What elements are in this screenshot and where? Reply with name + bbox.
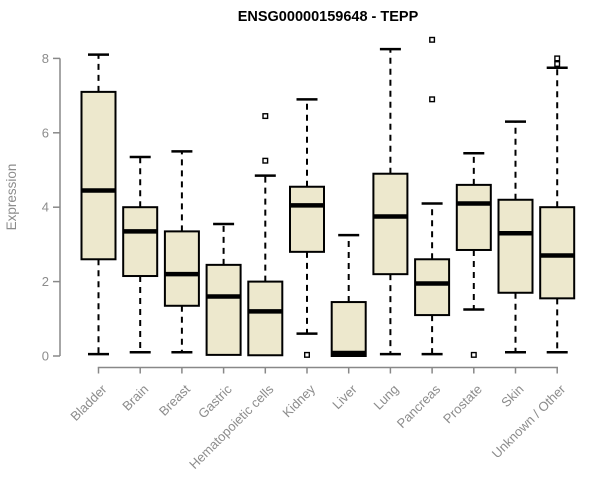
- x-tick-label: Bladder: [67, 381, 110, 424]
- x-tick-label: Breast: [156, 381, 193, 418]
- y-tick-label: 4: [42, 200, 49, 215]
- iqr-box: [163, 230, 200, 307]
- boxplot-group: [497, 120, 534, 354]
- boxplot-group: [122, 155, 159, 354]
- y-tick-label: 6: [42, 125, 49, 140]
- iqr-box: [539, 206, 576, 300]
- iqr-box: [122, 206, 159, 278]
- x-tick-label: Gastric: [195, 381, 235, 421]
- boxplot-group: [163, 150, 200, 354]
- boxplot-group: [330, 233, 367, 357]
- y-tick-label: 8: [42, 51, 49, 66]
- outlier-point: [554, 55, 561, 62]
- boxplot-group: [414, 36, 451, 356]
- boxplot-group: [289, 98, 325, 358]
- iqr-box: [455, 183, 492, 251]
- iqr-box: [80, 90, 117, 261]
- x-tick-label: Liver: [329, 381, 360, 412]
- y-axis-label: Expression: [4, 164, 19, 231]
- outlier-point: [262, 157, 269, 164]
- iqr-box: [497, 198, 534, 294]
- x-tick-label: Lung: [370, 382, 401, 413]
- iqr-box: [205, 263, 242, 356]
- x-tick-label: Skin: [498, 382, 526, 410]
- x-tick-label: Prostate: [440, 382, 485, 427]
- y-tick-label: 0: [42, 349, 49, 364]
- iqr-box: [414, 258, 451, 317]
- iqr-box: [372, 172, 409, 276]
- boxplot-group: [372, 47, 409, 356]
- boxplot-group: [247, 113, 284, 357]
- outlier-point: [554, 60, 561, 67]
- chart-title: ENSG00000159648 - TEPP: [238, 9, 419, 25]
- boxplot-group: [205, 222, 242, 356]
- iqr-box: [289, 185, 325, 253]
- x-tick-label: Pancreas: [394, 381, 444, 431]
- boxplot-group: [539, 55, 576, 354]
- outlier-point: [429, 36, 436, 43]
- outlier-point: [304, 351, 311, 358]
- x-tick-label: Brain: [119, 382, 151, 414]
- x-tick-label: Unknown / Other: [489, 381, 569, 461]
- outlier-point: [262, 113, 269, 120]
- boxplot-series: [80, 36, 576, 358]
- iqr-box: [247, 280, 284, 357]
- iqr-box: [330, 301, 367, 357]
- y-tick-label: 2: [42, 274, 49, 289]
- boxplot-group: [455, 152, 492, 358]
- boxplot-group: [80, 53, 117, 356]
- outlier-point: [470, 351, 477, 358]
- x-tick-label: Kidney: [279, 381, 318, 420]
- outlier-point: [429, 96, 436, 103]
